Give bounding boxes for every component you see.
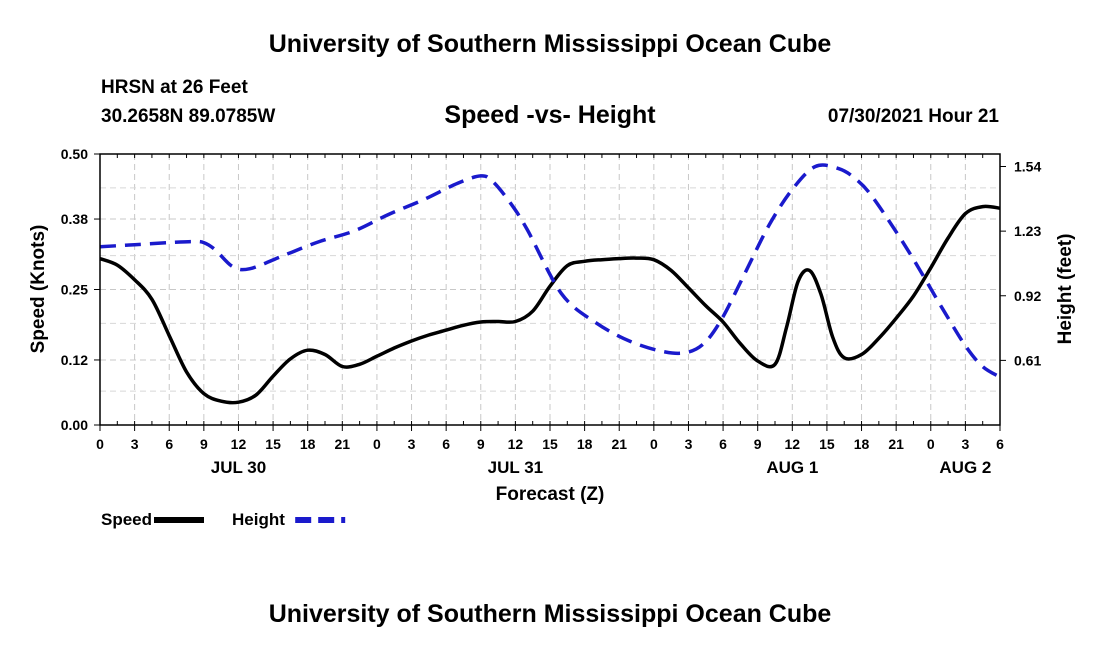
x-tick-label: 3 xyxy=(408,436,416,452)
date-label: JUL 30 xyxy=(211,458,266,477)
x-tick-label: 18 xyxy=(854,436,870,452)
y-axis-left-title: Speed (Knots) xyxy=(28,225,49,354)
page-title: University of Southern Mississippi Ocean… xyxy=(268,30,832,58)
legend: Speed Height xyxy=(101,510,346,529)
footer-title: University of Southern Mississippi Ocean… xyxy=(268,600,832,628)
y-right-tick-label: 1.23 xyxy=(1014,223,1041,239)
x-tick-label: 3 xyxy=(131,436,139,452)
x-tick-label: 21 xyxy=(888,436,904,452)
y-right-tick-label: 0.92 xyxy=(1014,288,1041,304)
date-label: AUG 2 xyxy=(939,458,991,477)
y-left-tick-label: 0.50 xyxy=(61,146,88,162)
x-tick-label: 0 xyxy=(373,436,381,452)
x-tick-label: 6 xyxy=(996,436,1004,452)
chart-title: Speed -vs- Height xyxy=(444,101,656,129)
x-tick-label: 15 xyxy=(265,436,281,452)
station-label: HRSN at 26 Feet xyxy=(101,77,248,98)
x-tick-label: 15 xyxy=(542,436,558,452)
y-left-tick-label: 0.00 xyxy=(61,417,88,433)
date-label: JUL 31 xyxy=(488,458,543,477)
x-tick-label: 18 xyxy=(300,436,316,452)
legend-label-height: Height xyxy=(232,510,285,529)
date-label: AUG 1 xyxy=(766,458,818,477)
axis-ticks xyxy=(94,153,1006,431)
x-tick-label: 0 xyxy=(650,436,658,452)
y-left-tick-label: 0.38 xyxy=(61,211,88,227)
grid-lines xyxy=(100,154,1000,425)
x-tick-label: 12 xyxy=(785,436,801,452)
x-tick-label: 0 xyxy=(96,436,104,452)
x-tick-label: 3 xyxy=(961,436,969,452)
legend-label-speed: Speed xyxy=(101,510,152,529)
x-tick-label: 21 xyxy=(611,436,627,452)
x-tick-label: 9 xyxy=(200,436,208,452)
x-tick-label: 3 xyxy=(685,436,693,452)
y-axis-right-title: Height (feet) xyxy=(1055,234,1076,345)
x-tick-label: 12 xyxy=(231,436,247,452)
y-left-tick-label: 0.25 xyxy=(61,282,88,298)
x-tick-label: 0 xyxy=(927,436,935,452)
y-right-tick-label: 1.54 xyxy=(1014,159,1041,175)
x-tick-label: 15 xyxy=(819,436,835,452)
series-lines xyxy=(99,163,1001,405)
x-axis-title: Forecast (Z) xyxy=(496,484,605,505)
y-left-tick-label: 0.12 xyxy=(61,352,88,368)
x-tick-label: 18 xyxy=(577,436,593,452)
series-line-height xyxy=(99,163,1001,379)
axis-labels: 0 3 6 9 12 15 18 21 0 3 6 9 12 15 18 21 0 3 6 9 12 15 18 21 0 3 6 J… xyxy=(61,146,1042,477)
x-tick-label: 6 xyxy=(719,436,727,452)
station-coordinates: 30.2658N 89.0785W xyxy=(101,106,276,127)
y-right-tick-label: 0.61 xyxy=(1014,352,1041,368)
x-tick-label: 21 xyxy=(335,436,351,452)
series-line-speed xyxy=(99,204,1001,405)
x-tick-label: 6 xyxy=(165,436,173,452)
x-tick-label: 9 xyxy=(754,436,762,452)
x-tick-label: 12 xyxy=(508,436,524,452)
x-tick-label: 9 xyxy=(477,436,485,452)
x-tick-label: 6 xyxy=(442,436,450,452)
forecast-timestamp: 07/30/2021 Hour 21 xyxy=(827,106,999,127)
